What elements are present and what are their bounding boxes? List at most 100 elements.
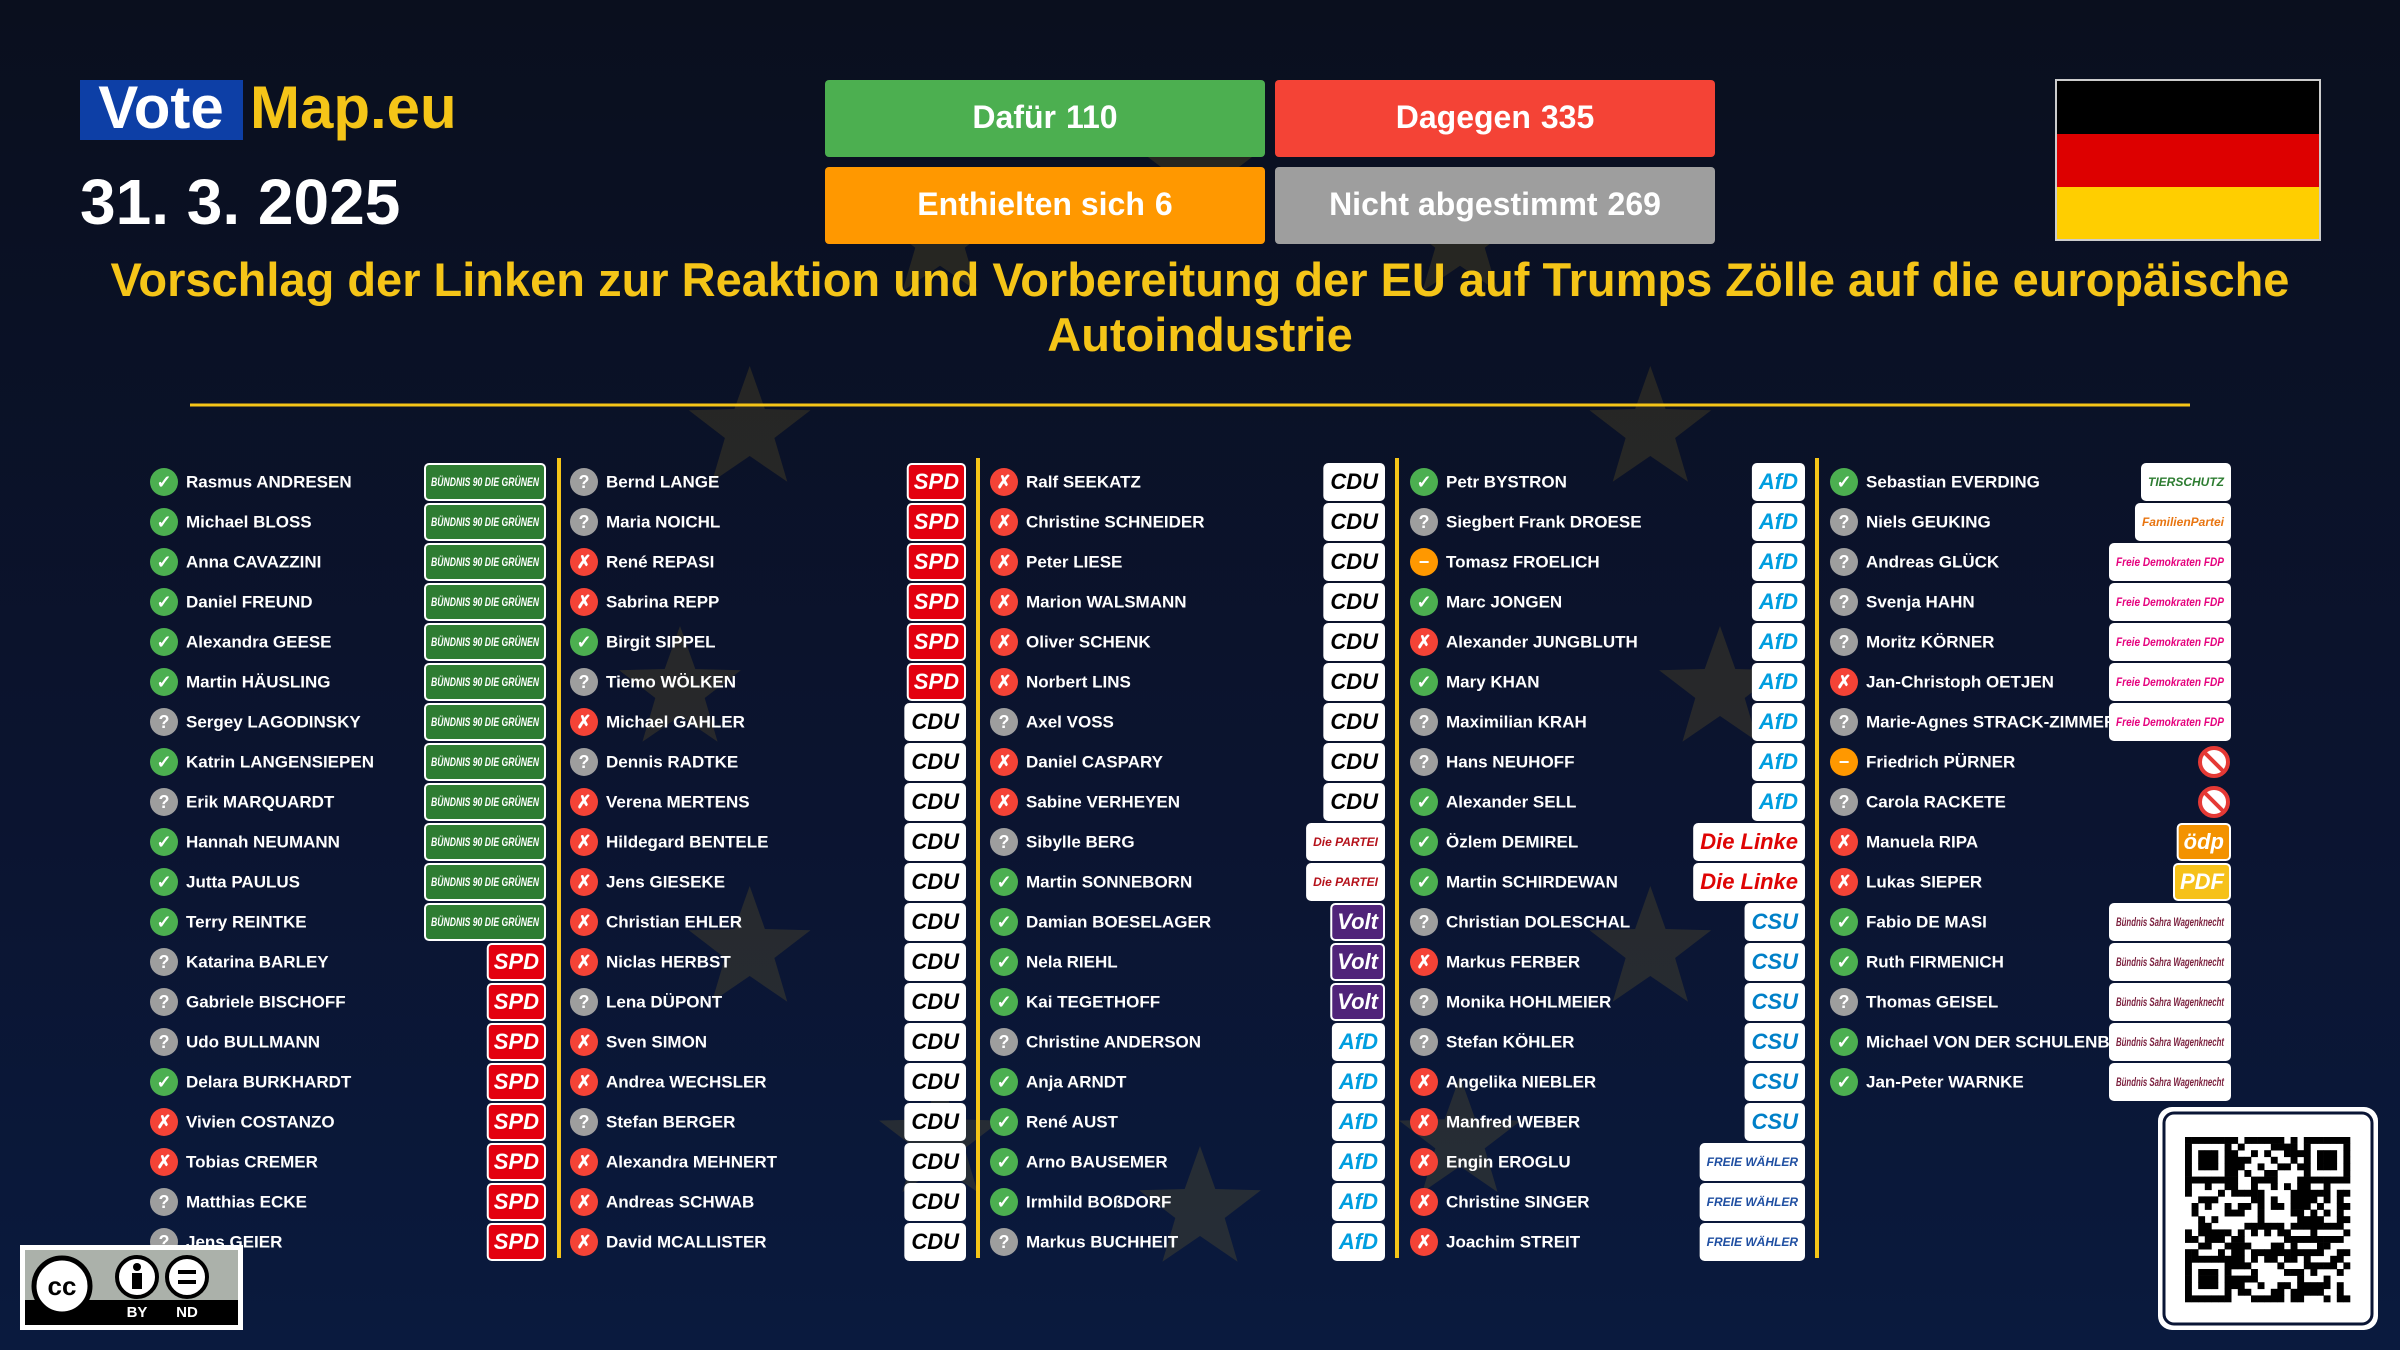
party-logo: Freie Demokraten FDP — [2109, 623, 2231, 661]
qr-module — [2336, 1222, 2344, 1230]
background-star — [1589, 366, 1712, 482]
qr-module — [2224, 1150, 2232, 1158]
qr-module — [2297, 1150, 2305, 1158]
party-logo: Bündnis Sahra Wagenknecht — [2109, 1023, 2231, 1061]
party-logo: CDU — [1323, 543, 1385, 581]
qr-module — [2237, 1189, 2245, 1197]
qr-module — [2323, 1236, 2331, 1243]
party-logo: CSU — [1744, 1023, 1805, 1061]
qr-module — [2204, 1229, 2212, 1237]
qr-module — [2224, 1282, 2232, 1290]
qr-module — [2251, 1275, 2258, 1283]
qr-module — [2303, 1143, 2311, 1151]
qr-module — [2343, 1156, 2351, 1164]
license-badge: cc BY ND — [20, 1245, 243, 1330]
vote-symbol: − — [1419, 552, 1430, 572]
party-logo: AfD — [1751, 743, 1805, 781]
qr-inner-frame — [2162, 1111, 2374, 1326]
qr-module — [2244, 1189, 2252, 1197]
qr-module — [2244, 1288, 2252, 1296]
party-logo-text: BÜNDNIS 90 DIE GRÜNEN — [431, 714, 539, 729]
party-logo-box — [1744, 1063, 1805, 1101]
member-row: ✓ Nela RIEHL Volt — [990, 943, 1385, 981]
background-star — [1139, 106, 1261, 222]
qr-module — [2218, 1229, 2225, 1237]
by-icon-body — [132, 1273, 142, 1289]
member-name: Marc JONGEN — [1446, 592, 1562, 611]
qr-module — [2297, 1222, 2305, 1230]
member-row: − Tomasz FROELICH AfD — [1410, 543, 1805, 581]
qr-module — [2330, 1236, 2338, 1243]
qr-module — [2323, 1163, 2331, 1171]
party-logo: Freie Demokraten FDP — [2109, 543, 2231, 581]
party-logo-text: Die PARTEI — [1313, 875, 1379, 889]
party-logo-box — [424, 903, 546, 941]
qr-module — [2211, 1295, 2219, 1303]
qr-module — [2211, 1163, 2219, 1171]
party-logo-box — [1744, 903, 1805, 941]
party-logo: BÜNDNIS 90 DIE GRÜNEN — [424, 743, 546, 781]
vote-symbol: ✗ — [1416, 1232, 1431, 1252]
qr-module — [2231, 1255, 2239, 1263]
party-logo: CDU — [1323, 743, 1385, 781]
member-row: ? Siegbert Frank DROESE AfD — [1410, 503, 1805, 541]
member-row: ✓ Alexander SELL AfD — [1410, 783, 1805, 821]
party-logo-text: BÜNDNIS 90 DIE GRÜNEN — [431, 634, 539, 649]
background-star — [619, 626, 741, 742]
party-logo-box — [1751, 543, 1805, 581]
vote-icon — [1410, 948, 1438, 976]
party-logo-text: CDU — [911, 1069, 960, 1094]
member-name: Christian DOLESCHAL — [1446, 912, 1630, 931]
party-logo-box — [1331, 1143, 1385, 1181]
vote-icon — [990, 1068, 1018, 1096]
qr-module — [2310, 1229, 2318, 1237]
member-row: ✗ Andrea WECHSLER CDU — [570, 1063, 966, 1101]
party-logo: SPD — [906, 663, 966, 701]
qr-module — [2257, 1137, 2265, 1144]
qr-module — [2257, 1163, 2265, 1171]
qr-module — [2290, 1222, 2298, 1230]
party-logo: FREIE WÄHLER — [1699, 1183, 1805, 1221]
qr-module — [2317, 1236, 2324, 1243]
qr-module — [2270, 1255, 2278, 1263]
vote-icon — [150, 468, 178, 496]
vote-icon — [1830, 908, 1858, 936]
vote-icon — [570, 628, 598, 656]
qr-module — [2264, 1137, 2272, 1144]
background-star — [1399, 1076, 1521, 1193]
member-row: ? Andreas GLÜCK Freie Demokraten FDP — [1830, 543, 2231, 581]
vote-symbol: ✓ — [996, 952, 1011, 972]
qr-module — [2231, 1209, 2239, 1217]
qr-module — [2323, 1176, 2331, 1184]
qr-module — [2303, 1288, 2311, 1296]
party-logo-box — [1744, 1103, 1805, 1141]
qr-module — [2270, 1242, 2278, 1250]
party-logo: CDU — [904, 703, 966, 741]
vote-icon — [1410, 1068, 1438, 1096]
background-star — [688, 886, 811, 1002]
vote-symbol: ✗ — [156, 1112, 171, 1132]
party-logo-box — [1330, 903, 1385, 941]
vote-icon — [990, 708, 1018, 736]
member-name: Katarina BARLEY — [186, 952, 329, 971]
party-logo-text: AfD — [1758, 469, 1798, 494]
member-row: ? Maximilian KRAH AfD — [1410, 703, 1805, 741]
vote-date: 31. 3. 2025 — [80, 166, 400, 238]
party-logo-box — [1323, 623, 1385, 661]
qr-module — [2257, 1295, 2265, 1303]
vote-icon — [990, 628, 1018, 656]
qr-module — [2198, 1163, 2206, 1171]
qr-module — [2317, 1262, 2324, 1270]
vote-icon — [990, 1188, 1018, 1216]
qr-module — [2237, 1282, 2245, 1290]
qr-module — [2270, 1295, 2278, 1303]
party-logo-text: ödp — [2184, 829, 2224, 854]
qr-module — [2231, 1236, 2239, 1243]
qr-module — [2198, 1275, 2206, 1283]
party-logo-text: SPD — [914, 629, 959, 654]
qr-module — [2231, 1183, 2239, 1191]
qr-module — [2297, 1288, 2305, 1296]
member-row: ? Christine ANDERSON AfD — [990, 1023, 1385, 1061]
qr-module — [2191, 1236, 2199, 1243]
member-row: ✓ Rasmus ANDRESEN BÜNDNIS 90 DIE GRÜNEN — [150, 463, 546, 501]
